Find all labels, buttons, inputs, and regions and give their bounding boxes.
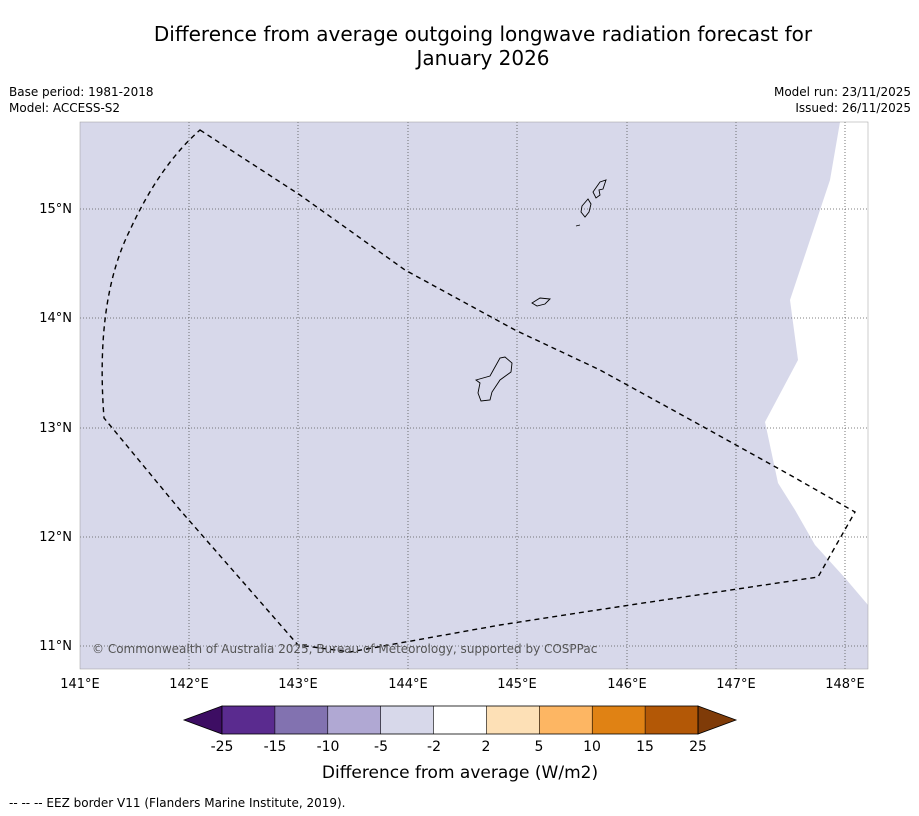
issued-date: Issued: 26/11/2025 xyxy=(795,101,911,115)
colorbar-tick: -10 xyxy=(317,739,340,755)
colorbar-segment xyxy=(645,706,698,734)
islands xyxy=(475,179,607,402)
lon-label: 144°E xyxy=(388,677,428,692)
colorbar-segment xyxy=(222,706,275,734)
colorbar-tick: 2 xyxy=(482,739,491,755)
lat-labels: 15°N 14°N 13°N 12°N 11°N xyxy=(39,202,72,654)
footnote-eez: -- -- -- EEZ border V11 (Flanders Marine… xyxy=(9,796,346,810)
title-line-2: January 2026 xyxy=(416,46,550,70)
lat-label: 11°N xyxy=(39,639,72,654)
lat-label: 15°N xyxy=(39,202,72,217)
colorbar-tick: 5 xyxy=(535,739,544,755)
colorbar-title: Difference from average (W/m2) xyxy=(322,763,598,783)
lon-label: 142°E xyxy=(169,677,209,692)
colorbar-segment xyxy=(486,706,540,734)
colorbar-ticks: -25 -15 -10 -5 -2 2 5 10 15 25 xyxy=(211,739,707,755)
base-period: Base period: 1981-2018 xyxy=(9,85,154,99)
colorbar-tick: 15 xyxy=(636,739,654,755)
chart-title: Difference from average outgoing longwav… xyxy=(0,22,919,70)
island-rota xyxy=(531,297,551,307)
colorbar-segment xyxy=(539,706,593,734)
colorbar-segment xyxy=(380,706,434,734)
colorbar-tick: 10 xyxy=(583,739,601,755)
lon-label: 141°E xyxy=(60,677,100,692)
title-line-1: Difference from average outgoing longwav… xyxy=(153,22,813,46)
map-background xyxy=(80,122,868,669)
lon-label: 146°E xyxy=(607,677,647,692)
lon-labels: 141°E 142°E 143°E 144°E 145°E 146°E 147°… xyxy=(60,677,865,692)
colorbar-segment xyxy=(327,706,381,734)
gridlines xyxy=(80,122,868,669)
meta-right: Model run: 23/11/2025 Issued: 26/11/2025 xyxy=(774,84,911,116)
lon-label: 148°E xyxy=(825,677,865,692)
colorbar xyxy=(182,705,738,735)
lat-label: 13°N xyxy=(39,421,72,436)
lon-label: 147°E xyxy=(716,677,756,692)
colorbar-tick: 25 xyxy=(689,739,707,755)
lon-label: 143°E xyxy=(278,677,318,692)
colorbar-segment xyxy=(274,706,328,734)
lon-label: 145°E xyxy=(497,677,537,692)
copyright-notice: © Commonwealth of Australia 2025, Bureau… xyxy=(92,642,597,656)
colorbar-tick: -5 xyxy=(374,739,388,755)
colorbar-border xyxy=(221,705,699,735)
colorbar-segment xyxy=(433,706,487,734)
island-saipan xyxy=(592,179,607,199)
model-run: Model run: 23/11/2025 xyxy=(773,85,911,99)
neutral-region xyxy=(765,122,868,605)
colorbar-tick: -2 xyxy=(427,739,441,755)
colorbar-extend-low xyxy=(182,705,223,735)
island-aguijan xyxy=(575,224,581,227)
colorbar-tick: -15 xyxy=(264,739,287,755)
island-tinian xyxy=(580,198,592,218)
colorbar-extend-high xyxy=(697,705,738,735)
colorbar-segment xyxy=(592,706,646,734)
lat-label: 14°N xyxy=(39,311,72,326)
colorbar-tick: -25 xyxy=(211,739,234,755)
meta-left: Base period: 1981-2018 Model: ACCESS-S2 xyxy=(9,84,154,116)
island-guam xyxy=(475,356,513,402)
lat-label: 12°N xyxy=(39,530,72,545)
eez-border xyxy=(101,129,856,653)
map-frame xyxy=(79,121,869,670)
model-name: Model: ACCESS-S2 xyxy=(9,101,121,115)
